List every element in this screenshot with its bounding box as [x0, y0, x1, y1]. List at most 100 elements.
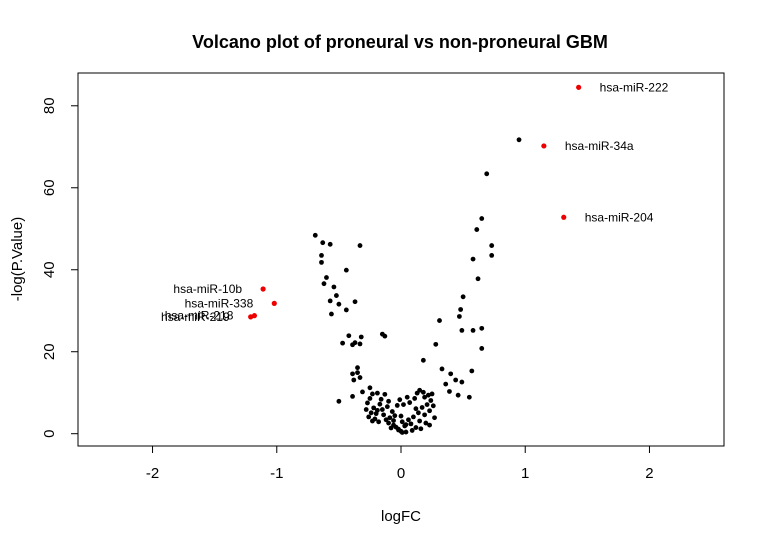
data-point [424, 402, 430, 408]
data-point [484, 171, 490, 177]
highlighted-point [561, 214, 567, 220]
highlighted-point [251, 313, 258, 319]
highlighted-point [541, 143, 547, 149]
data-point [370, 418, 375, 424]
data-point [474, 227, 480, 232]
data-point [479, 346, 485, 351]
data-point [367, 396, 373, 401]
data-point [351, 377, 357, 383]
point-label: hsa-miR-219 [161, 310, 230, 324]
data-point [340, 340, 346, 346]
data-point [397, 397, 403, 403]
data-point [355, 370, 360, 376]
data-point [419, 405, 425, 410]
point-label: hsa-miR-338 [185, 296, 254, 310]
data-point [392, 413, 398, 419]
data-point [319, 253, 324, 258]
x-tick-label: -2 [146, 465, 159, 482]
data-point [456, 314, 462, 319]
data-point [387, 415, 393, 421]
data-point [329, 311, 334, 317]
data-point [360, 389, 365, 395]
data-point [334, 293, 339, 298]
data-point [469, 368, 475, 374]
data-point [382, 333, 388, 339]
data-point [470, 256, 476, 262]
data-point [458, 307, 464, 312]
data-point [443, 381, 449, 387]
y-axis-label: -log(P.Value) [9, 217, 26, 302]
data-point [352, 340, 358, 346]
data-point [394, 403, 400, 408]
data-point [396, 427, 401, 433]
data-point [479, 325, 485, 331]
data-point [437, 318, 442, 323]
data-point [430, 403, 436, 409]
data-point [368, 410, 374, 416]
y-tick-label: 0 [41, 430, 58, 438]
x-axis-label: logFC [381, 508, 421, 525]
data-point [352, 299, 358, 305]
y-axis: 0 20 40 60 80 [41, 97, 79, 438]
data-point [420, 389, 426, 395]
point-label: hsa-miR-218 [165, 309, 234, 323]
data-point [418, 426, 424, 432]
data-point [376, 419, 382, 425]
data-point [415, 410, 421, 416]
data-point [358, 334, 364, 340]
data-point [382, 391, 388, 397]
data-point [324, 275, 329, 280]
data-point [453, 377, 459, 383]
data-point [411, 414, 416, 420]
point-label: hsa-miR-204 [585, 210, 654, 224]
data-point [336, 398, 342, 404]
data-point [427, 422, 432, 428]
data-point [407, 400, 413, 405]
data-point [459, 379, 465, 385]
data-point [408, 421, 414, 427]
data-point [373, 411, 379, 417]
data-point [423, 420, 429, 426]
data-point [399, 419, 405, 425]
data-point [357, 375, 363, 380]
data-point [422, 394, 428, 400]
x-tick-label: 0 [397, 465, 405, 482]
data-point [388, 425, 394, 431]
data-point [391, 418, 396, 423]
data-point [312, 232, 318, 238]
data-point [350, 371, 355, 377]
data-point [321, 281, 327, 287]
data-point [327, 241, 333, 247]
data-point [381, 412, 387, 418]
highlighted-point [271, 300, 277, 306]
data-point [320, 240, 326, 246]
highlighted-points: hsa-miR-222 hsa-miR-34a hsa-miR-204 hsa-miR… [161, 80, 669, 324]
data-point [331, 284, 337, 290]
data-point [366, 414, 372, 420]
data-point [479, 216, 485, 221]
point-label: hsa-miR-10b [173, 282, 242, 296]
data-point [460, 294, 466, 300]
data-point [516, 137, 522, 143]
data-point [432, 415, 437, 421]
data-point [417, 418, 423, 424]
data-point [343, 267, 349, 273]
data-point [370, 391, 375, 397]
data-point [428, 398, 434, 403]
data-point [404, 394, 410, 400]
data-point [336, 301, 342, 307]
data-point [343, 307, 349, 313]
data-point [371, 405, 377, 411]
data-point [470, 328, 476, 333]
data-point [386, 420, 391, 426]
data-point [367, 385, 373, 391]
data-point [406, 417, 411, 423]
y-tick-label: 80 [41, 97, 58, 114]
chart-title: Volcano plot of proneural vs non-proneur… [192, 32, 608, 52]
data-point [475, 276, 481, 282]
y-tick-label: 60 [41, 179, 58, 196]
data-point [403, 422, 409, 428]
data-point [346, 333, 352, 339]
data-point [374, 390, 380, 396]
plot-frame [77, 72, 725, 447]
